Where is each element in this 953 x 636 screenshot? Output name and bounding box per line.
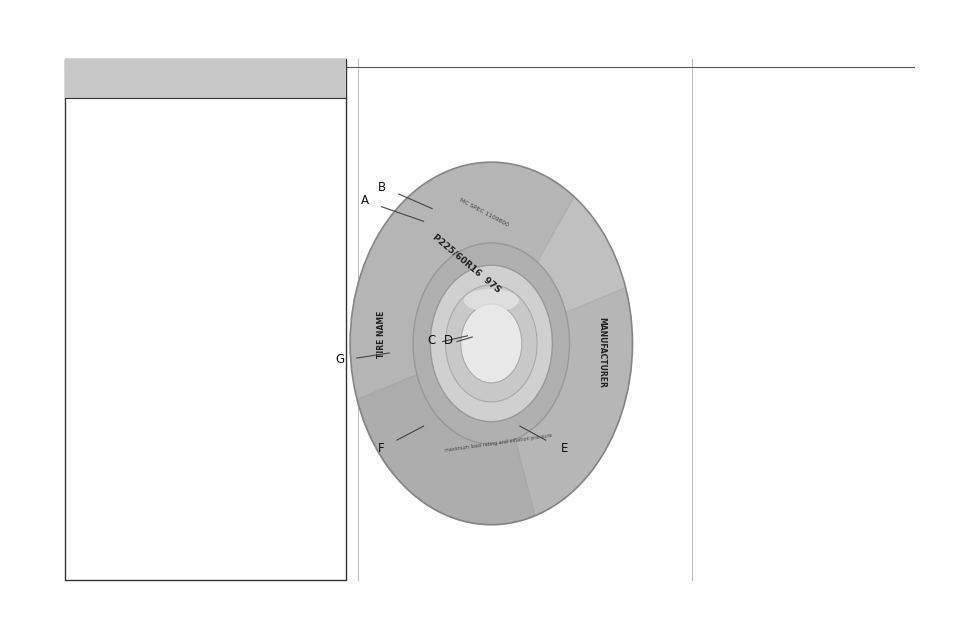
Text: MANUFACTURER: MANUFACTURER [597, 317, 605, 388]
Text: P225/60R16  97S: P225/60R16 97S [431, 233, 502, 294]
Text: TIRE NAME: TIRE NAME [376, 311, 385, 358]
Text: F: F [378, 442, 384, 455]
Ellipse shape [460, 304, 521, 383]
Text: C: C [427, 334, 435, 347]
Bar [65, 59, 346, 580]
Ellipse shape [430, 265, 552, 422]
Text: D: D [443, 334, 453, 347]
Text: B: B [377, 181, 385, 194]
Bar [65, 59, 346, 97]
Polygon shape [350, 162, 574, 525]
Text: MC SPEC 1109800: MC SPEC 1109800 [458, 198, 509, 228]
Ellipse shape [350, 162, 632, 525]
Ellipse shape [413, 243, 569, 444]
Text: G: G [335, 353, 344, 366]
Polygon shape [356, 287, 632, 525]
Ellipse shape [445, 285, 537, 402]
Text: A: A [360, 194, 368, 207]
Text: E: E [560, 442, 568, 455]
Text: maximum load rating and inflation pressure: maximum load rating and inflation pressu… [444, 433, 552, 453]
Ellipse shape [463, 289, 518, 312]
